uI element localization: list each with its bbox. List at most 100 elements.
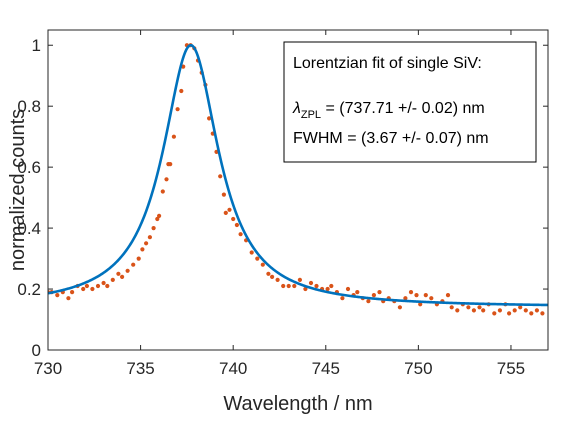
data-point [497, 308, 502, 313]
data-point [157, 213, 162, 218]
data-point [449, 305, 454, 310]
data-point [131, 262, 136, 267]
data-point [249, 250, 254, 255]
data-point [414, 293, 419, 298]
data-point [260, 262, 265, 267]
data-point [466, 305, 471, 310]
data-point [227, 207, 232, 212]
data-point [512, 308, 517, 313]
lambda-value: = (737.71 +/- 0.02) nm [321, 100, 485, 117]
data-point [540, 311, 545, 316]
data-point [325, 286, 330, 292]
data-point [492, 311, 497, 316]
data-point [105, 283, 110, 289]
data-point [445, 293, 451, 298]
data-point [120, 274, 125, 279]
x-tick-label: 730 [34, 359, 62, 378]
data-point [297, 277, 302, 282]
data-point [144, 241, 149, 246]
y-axis-label: normalized counts [7, 109, 29, 271]
x-tick-label: 740 [219, 359, 247, 378]
data-point [529, 311, 534, 316]
data-point [175, 107, 180, 112]
data-point [534, 308, 540, 313]
data-point [355, 290, 360, 295]
data-point [429, 296, 434, 301]
x-tick-label: 735 [126, 359, 154, 378]
data-point [286, 283, 291, 289]
y-tick-label: 0.8 [17, 97, 41, 116]
data-point [418, 302, 423, 307]
data-point [303, 286, 308, 292]
data-point [523, 308, 528, 313]
data-point [164, 177, 169, 182]
data-point [223, 210, 228, 215]
data-point [266, 271, 271, 276]
data-point [110, 277, 115, 282]
data-point [423, 293, 428, 298]
plot-area [48, 43, 548, 316]
data-point [455, 308, 460, 313]
annotation-title: Lorentzian fit of single SiV: [293, 55, 482, 72]
data-point [507, 311, 512, 316]
data-point [140, 247, 145, 252]
data-point [231, 216, 236, 222]
data-point [90, 286, 95, 292]
data-point [408, 290, 414, 295]
x-axis-label: Wavelength / nm [223, 393, 372, 415]
data-point [168, 162, 173, 167]
data-point [151, 226, 156, 231]
data-point [84, 283, 89, 289]
x-tick-label: 745 [312, 359, 340, 378]
data-point [308, 280, 314, 286]
data-point [218, 174, 223, 179]
x-tick-label: 750 [404, 359, 432, 378]
data-point [275, 277, 280, 282]
annotation-lambda: λZPL = (737.71 +/- 0.02) nm [292, 100, 485, 121]
data-point [403, 296, 408, 301]
axis-ticks: 730 735 740 745 750 755 0 0.2 0.4 0.6 0.8 1 [17, 30, 548, 378]
data-point [136, 256, 141, 261]
data-point [270, 274, 275, 279]
y-tick-label: 1 [32, 36, 41, 55]
data-point [471, 308, 476, 313]
data-point [397, 305, 402, 310]
data-point [101, 280, 106, 286]
data-point [179, 88, 184, 94]
data-point [366, 299, 371, 304]
data-point [345, 286, 351, 292]
data-point [481, 308, 486, 313]
data-point [234, 222, 239, 228]
data-point [377, 290, 382, 295]
data-point [292, 283, 297, 289]
data-point [95, 283, 101, 289]
y-tick-label: 0.6 [17, 158, 41, 177]
data-point [155, 216, 160, 222]
annotation-fwhm: FWHM = (3.67 +/- 0.07) nm [293, 130, 489, 147]
data-point [314, 283, 319, 289]
axes-box [47, 29, 549, 351]
data-point [66, 296, 71, 301]
data-point [160, 189, 165, 194]
data-point [70, 290, 75, 295]
annotation-frame [283, 41, 537, 163]
y-tick-label: 0 [32, 341, 41, 360]
data-point [171, 134, 176, 139]
data-point [477, 305, 482, 310]
data-point [340, 296, 345, 301]
data-point [125, 268, 130, 273]
data-point [147, 235, 152, 240]
annotation-box: Lorentzian fit of single SiV: λZPL = (73… [283, 41, 537, 163]
lambda-symbol: λ [292, 100, 301, 117]
lambda-subscript: ZPL [301, 109, 321, 121]
data-point [81, 286, 86, 292]
data-point [281, 283, 286, 289]
data-point [55, 293, 60, 298]
x-tick-label: 755 [497, 359, 525, 378]
data-point [238, 232, 243, 237]
data-point [116, 271, 121, 276]
fit-curve [48, 43, 548, 307]
data-point [255, 256, 260, 261]
data-point [221, 192, 226, 197]
y-tick-label: 0.4 [17, 219, 41, 238]
